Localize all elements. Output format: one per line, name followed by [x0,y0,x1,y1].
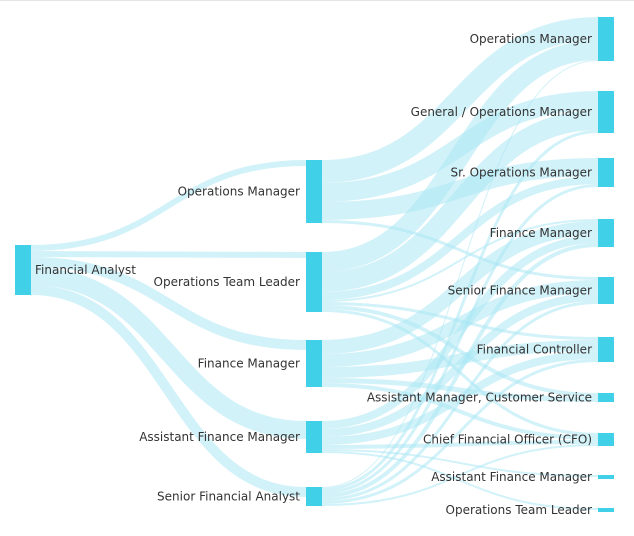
flow-link-operations-team-leader-to-finance-manager [321,219,599,302]
node-label-col0-financial-analyst: Financial Analyst [35,263,136,277]
node-col2-assistant-finance-manager [598,475,614,479]
flow-link-financial-analyst-to-senior-financial-analyst [30,285,307,497]
flow-link-financial-analyst-to-operations-manager [30,160,307,251]
node-label-col2-assistant-finance-manager: Assistant Finance Manager [431,470,592,484]
flow-link-operations-team-leader-to-operations-manager [321,40,599,272]
node-col2-senior-finance-manager [598,277,614,304]
flow-link-senior-financial-analyst-to-chief-financial-officer-cfo [321,444,599,506]
flow-link-operations-team-leader-to-general-operations-manager [321,110,599,292]
node-col1-senior-financial-analyst [306,487,322,506]
flow-link-operations-team-leader-to-assistant-manager-customer-service [321,305,599,397]
node-label-col2-senior-finance-manager: Senior Finance Manager [448,284,592,298]
flow-link-senior-financial-analyst-to-senior-finance-manager [321,301,599,501]
node-col2-financial-controller [598,337,614,362]
flow-link-operations-manager-to-operations-manager [321,17,599,183]
node-col1-finance-manager [306,340,322,387]
flow-link-financial-analyst-to-finance-manager [30,257,307,350]
node-label-col2-finance-manager: Finance Manager [490,226,592,240]
node-label-col2-general-operations-manager: General / Operations Manager [411,105,592,119]
node-col1-assistant-finance-manager [306,421,322,453]
node-col1-operations-team-leader [306,252,322,312]
flow-link-assistant-finance-manager-to-financial-controller [321,351,599,445]
node-label-col1-senior-financial-analyst: Senior Financial Analyst [157,490,300,504]
node-label-col1-finance-manager: Finance Manager [198,357,300,371]
node-label-col2-chief-financial-officer-cfo: Chief Financial Officer (CFO) [423,433,592,447]
flow-link-assistant-finance-manager-to-senior-finance-manager [321,293,599,437]
flow-link-operations-team-leader-to-sr-operations-manager [321,176,599,300]
flow-link-senior-financial-analyst-to-operations-manager [321,60,599,488]
flow-link-operations-manager-to-senior-finance-manager [321,220,599,280]
flow-link-finance-manager-to-senior-finance-manager [321,280,599,367]
node-col2-operations-team-leader [598,508,614,512]
node-col2-sr-operations-manager [598,158,614,187]
node-label-col2-sr-operations-manager: Sr. Operations Manager [451,166,593,180]
node-label-col2-operations-team-leader: Operations Team Leader [446,503,593,517]
node-col2-finance-manager [598,219,614,247]
node-label-col1-operations-team-leader: Operations Team Leader [154,275,301,289]
node-col2-operations-manager [598,17,614,61]
node-label-col2-assistant-manager-customer-service: Assistant Manager, Customer Service [367,391,592,405]
flow-link-financial-analyst-to-operations-team-leader [30,251,307,258]
flow-link-financial-analyst-to-assistant-finance-manager [30,267,307,439]
node-col0-financial-analyst [15,245,31,295]
flow-link-assistant-finance-manager-to-assistant-finance-manager [321,449,599,477]
flow-link-senior-financial-analyst-to-finance-manager [321,243,599,498]
flow-link-assistant-finance-manager-to-operations-team-leader [321,451,599,510]
flow-link-finance-manager-to-chief-financial-officer-cfo [321,383,599,440]
flow-link-finance-manager-to-finance-manager [321,221,599,354]
flow-link-senior-financial-analyst-to-financial-controller [321,359,599,504]
node-label-col1-assistant-finance-manager: Assistant Finance Manager [139,430,300,444]
node-col2-general-operations-manager [598,91,614,133]
flow-link-assistant-finance-manager-to-chief-financial-officer-cfo [321,440,599,449]
node-label-col2-operations-manager: Operations Manager [470,32,592,46]
node-col2-chief-financial-officer-cfo [598,433,614,446]
links-layer [30,17,599,510]
node-col2-assistant-manager-customer-service [598,393,614,402]
node-label-col1-operations-manager: Operations Manager [178,185,300,199]
flow-link-finance-manager-to-assistant-manager-customer-service [321,378,599,402]
node-label-col2-financial-controller: Financial Controller [477,343,592,357]
nodes-layer [15,17,614,512]
labels-layer: Financial Analyst Operations Manager Opera… [35,32,592,517]
flow-link-finance-manager-to-financial-controller [321,340,599,378]
flow-link-senior-financial-analyst-to-sr-operations-manager [321,184,599,494]
flow-link-assistant-finance-manager-to-finance-manager [321,235,599,429]
node-col1-operations-manager [306,160,322,223]
flow-link-senior-financial-analyst-to-general-operations-manager [321,130,599,491]
